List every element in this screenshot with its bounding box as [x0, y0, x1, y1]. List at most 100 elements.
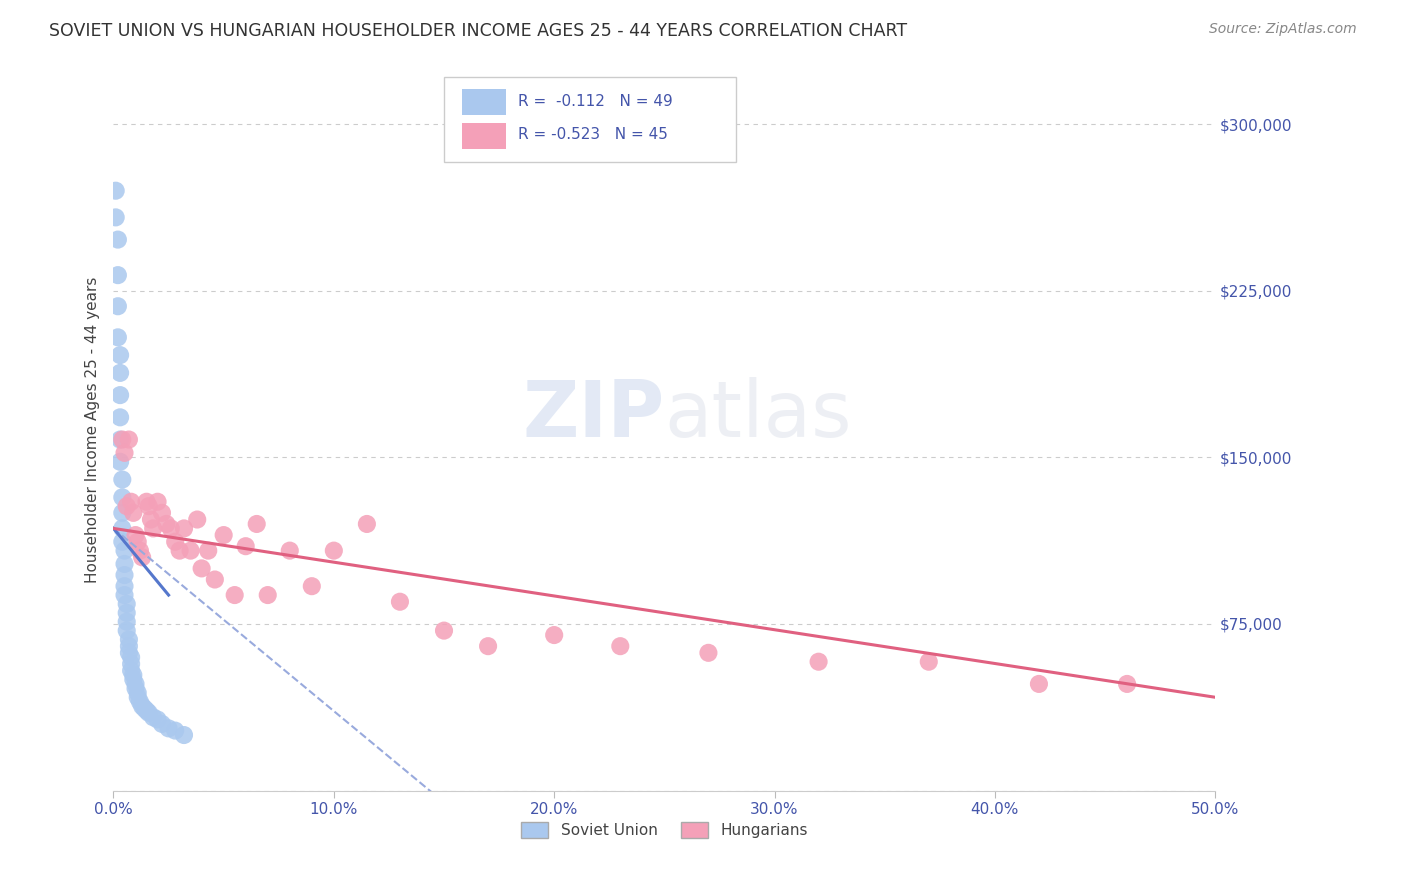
Text: SOVIET UNION VS HUNGARIAN HOUSEHOLDER INCOME AGES 25 - 44 YEARS CORRELATION CHAR: SOVIET UNION VS HUNGARIAN HOUSEHOLDER IN…	[49, 22, 907, 40]
Point	[124, 681, 146, 696]
Point	[124, 677, 146, 691]
Point	[146, 713, 169, 727]
Point	[124, 528, 146, 542]
Point	[114, 557, 136, 571]
Point	[122, 668, 145, 682]
FancyBboxPatch shape	[461, 89, 506, 115]
FancyBboxPatch shape	[444, 78, 735, 162]
Point	[197, 543, 219, 558]
Point	[114, 543, 136, 558]
Point	[115, 624, 138, 638]
Point	[155, 516, 177, 531]
Y-axis label: Householder Income Ages 25 - 44 years: Householder Income Ages 25 - 44 years	[86, 277, 100, 582]
Point	[127, 534, 149, 549]
Point	[114, 568, 136, 582]
Point	[135, 704, 157, 718]
Point	[139, 512, 162, 526]
Point	[111, 491, 134, 505]
Point	[224, 588, 246, 602]
Point	[104, 184, 127, 198]
Point	[108, 455, 131, 469]
Point	[111, 506, 134, 520]
Point	[107, 299, 129, 313]
Point	[131, 699, 153, 714]
Point	[146, 495, 169, 509]
Point	[356, 516, 378, 531]
Point	[918, 655, 941, 669]
Point	[111, 433, 134, 447]
Point	[127, 686, 149, 700]
Point	[118, 433, 141, 447]
Point	[115, 597, 138, 611]
Point	[129, 543, 152, 558]
Point	[115, 499, 138, 513]
Point	[278, 543, 301, 558]
Point	[256, 588, 278, 602]
Point	[477, 639, 499, 653]
Point	[120, 664, 142, 678]
Point	[173, 521, 195, 535]
Point	[115, 615, 138, 629]
Text: ZIP: ZIP	[522, 377, 665, 453]
Point	[129, 695, 152, 709]
Point	[108, 348, 131, 362]
Point	[388, 595, 411, 609]
Point	[212, 528, 235, 542]
Point	[246, 516, 269, 531]
Point	[120, 495, 142, 509]
Point	[104, 211, 127, 225]
Point	[118, 646, 141, 660]
Point	[1116, 677, 1139, 691]
Point	[108, 366, 131, 380]
Point	[108, 388, 131, 402]
FancyBboxPatch shape	[461, 123, 506, 149]
Point	[165, 534, 187, 549]
Point	[107, 330, 129, 344]
Text: R = -0.523   N = 45: R = -0.523 N = 45	[517, 128, 668, 143]
Point	[142, 710, 165, 724]
Point	[142, 521, 165, 535]
Point	[114, 588, 136, 602]
Point	[111, 521, 134, 535]
Point	[108, 410, 131, 425]
Point	[169, 543, 191, 558]
Point	[107, 268, 129, 282]
Point	[186, 512, 208, 526]
Point	[609, 639, 631, 653]
Point	[131, 550, 153, 565]
Point	[118, 639, 141, 653]
Text: atlas: atlas	[665, 377, 852, 453]
Point	[180, 543, 202, 558]
Point	[122, 506, 145, 520]
Point	[543, 628, 565, 642]
Point	[165, 723, 187, 738]
Point	[120, 650, 142, 665]
Point	[134, 701, 156, 715]
Point	[301, 579, 323, 593]
Point	[159, 521, 181, 535]
Point	[150, 717, 173, 731]
Point	[120, 657, 142, 671]
Point	[138, 706, 160, 720]
Point	[150, 506, 173, 520]
Point	[107, 233, 129, 247]
Point	[111, 534, 134, 549]
Point	[190, 561, 212, 575]
Point	[115, 606, 138, 620]
Point	[122, 673, 145, 687]
Point	[1028, 677, 1050, 691]
Point	[135, 495, 157, 509]
Text: Source: ZipAtlas.com: Source: ZipAtlas.com	[1209, 22, 1357, 37]
Legend: Soviet Union, Hungarians: Soviet Union, Hungarians	[515, 816, 814, 845]
Point	[114, 446, 136, 460]
Point	[118, 632, 141, 647]
Point	[697, 646, 720, 660]
Point	[157, 722, 180, 736]
Point	[127, 690, 149, 705]
Point	[173, 728, 195, 742]
Point	[433, 624, 456, 638]
Point	[114, 579, 136, 593]
Point	[111, 473, 134, 487]
Point	[204, 573, 226, 587]
Point	[235, 539, 257, 553]
